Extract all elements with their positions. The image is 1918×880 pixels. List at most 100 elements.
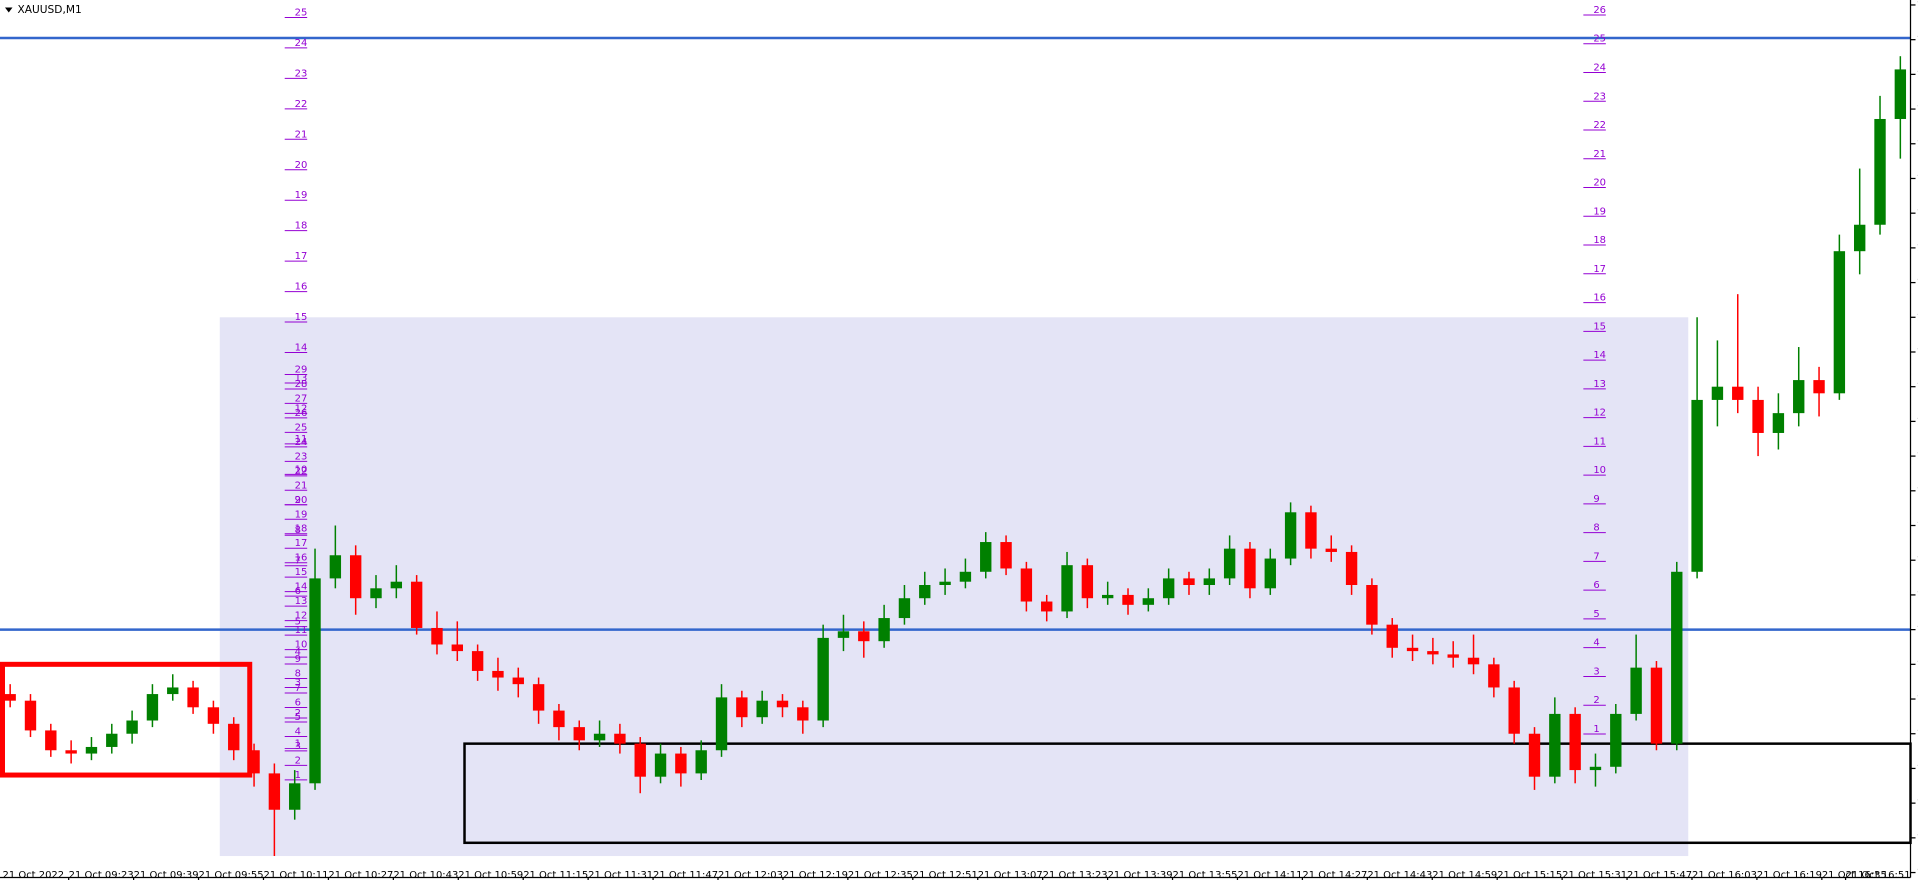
- candle-body: [512, 677, 524, 685]
- symbol-menu-arrow[interactable]: [4, 7, 13, 13]
- fib-label: 14: [295, 582, 308, 593]
- y-tick-label: 1626.15: [1917, 555, 1918, 566]
- fib-label: 24: [295, 38, 308, 49]
- x-tick-label: 21 Oct 11:15: [523, 870, 588, 880]
- fib-label: 9: [295, 495, 301, 506]
- candle-body: [1203, 578, 1216, 586]
- fib-label: 3: [295, 741, 301, 752]
- y-tick-label: 1636.65: [1917, 208, 1918, 219]
- y-tick-label: 1633.50: [1917, 312, 1918, 323]
- candle-body: [329, 555, 342, 579]
- fib-label: 20: [295, 160, 308, 171]
- candle-body: [1610, 713, 1622, 767]
- candle-body: [1772, 413, 1785, 433]
- candle-body: [1467, 657, 1480, 665]
- y-tick-label: 1625.10: [1917, 590, 1918, 601]
- candle-body: [959, 571, 972, 582]
- candle-body: [1630, 667, 1642, 714]
- fib-label: 12: [295, 611, 308, 622]
- candle-body: [1122, 594, 1134, 605]
- x-tick-label: 21 Oct 11:31: [588, 870, 653, 880]
- candle-body: [878, 618, 890, 642]
- x-tick-label: 21 Oct 13:39: [1108, 870, 1173, 880]
- candle-body: [1589, 766, 1602, 771]
- candle-body: [1488, 664, 1500, 688]
- candle-body: [1041, 601, 1053, 612]
- fib-label: 21: [295, 129, 308, 140]
- candle-body: [471, 651, 484, 671]
- x-tick-label: 21 Oct 12:51: [913, 870, 978, 880]
- y-tick-label: 1616.70: [1917, 868, 1918, 879]
- fib-label: 10: [295, 464, 308, 475]
- candle-body: [1691, 399, 1703, 572]
- fib-label: 4: [295, 726, 301, 737]
- fib-label: 28: [295, 379, 308, 390]
- fib-label: 6: [295, 698, 301, 709]
- x-tick-label: 21 Oct 15:31: [1562, 870, 1627, 880]
- y-tick-label: 1617.75: [1917, 833, 1918, 844]
- candle-body: [106, 733, 118, 747]
- x-tick-label: 21 Oct 13:23: [1043, 870, 1108, 880]
- candle-body: [1508, 687, 1520, 734]
- y-tick-label: 1623.00: [1917, 659, 1918, 670]
- fib-label: 7: [1593, 551, 1599, 562]
- candle-body: [858, 631, 870, 642]
- fib-label: 21: [295, 480, 308, 491]
- x-tick-label: 21 Oct 16:35: [1822, 870, 1887, 880]
- candle-body: [736, 697, 748, 718]
- candle-body: [756, 700, 768, 718]
- y-tick-label: 1642.95: [1917, 0, 1918, 11]
- x-tick-label: 21 Oct 12:35: [848, 870, 913, 880]
- chart-title: XAUUSD,M1: [17, 3, 81, 16]
- x-tick-label: 21 Oct 10:27: [328, 870, 393, 880]
- fib-label: 18: [295, 221, 308, 232]
- candle-body: [1244, 548, 1256, 589]
- fib-label: 23: [295, 451, 308, 462]
- x-tick-label: 21 Oct 09:39: [134, 870, 199, 880]
- fib-label: 5: [1593, 609, 1599, 620]
- candle-body: [553, 710, 565, 728]
- y-tick-label: 1620.90: [1917, 729, 1918, 740]
- x-tick-label: 21 Oct 14:43: [1367, 870, 1432, 880]
- y-tick-label: 1629.30: [1917, 451, 1918, 462]
- fib-label: 14: [1593, 350, 1606, 361]
- x-tick-label: 21 Oct 15:15: [1497, 870, 1562, 880]
- fib-label: 15: [1593, 321, 1606, 332]
- x-tick-label: 21 Oct 16:03: [1692, 870, 1757, 880]
- candle-body: [228, 723, 240, 751]
- fib-label: 26: [1593, 5, 1606, 16]
- x-tick-label: 21 Oct 14:11: [1237, 870, 1302, 880]
- fib-label: 9: [1593, 494, 1599, 505]
- fib-label: 24: [295, 437, 308, 448]
- candle-body: [1406, 647, 1419, 652]
- y-tick-label: 1638.75: [1917, 139, 1918, 150]
- fib-label: 1: [295, 738, 301, 749]
- fib-label: 13: [1593, 379, 1606, 390]
- candle-body: [309, 578, 321, 784]
- fib-label: 23: [295, 68, 308, 79]
- candle-body: [1386, 624, 1398, 648]
- candle-body: [207, 707, 220, 724]
- fib-label: 19: [295, 509, 308, 520]
- candle-body: [65, 750, 77, 754]
- candle-body: [1752, 399, 1764, 433]
- fib-label: 3: [1593, 666, 1599, 677]
- fib-label: 26: [295, 408, 308, 419]
- fib-label: 22: [295, 99, 308, 110]
- zone: [0, 661, 253, 778]
- candle-body: [1142, 598, 1155, 605]
- candle-body: [1874, 118, 1886, 225]
- candle-body: [939, 581, 951, 586]
- x-tick-label: 21 Oct 11:47: [653, 870, 718, 880]
- y-tick-label: 1619.85: [1917, 763, 1918, 774]
- fib-label: 8: [295, 669, 301, 680]
- fib-label: 15: [295, 567, 308, 578]
- candle-body: [1366, 585, 1378, 625]
- x-tick-label: 21 Oct 09:55: [199, 870, 264, 880]
- fib-label: 12: [295, 403, 308, 414]
- fib-label: 23: [1593, 91, 1606, 102]
- fib-label: 25: [295, 7, 308, 18]
- candle-body: [1793, 380, 1805, 414]
- fib-label: 19: [1593, 206, 1606, 217]
